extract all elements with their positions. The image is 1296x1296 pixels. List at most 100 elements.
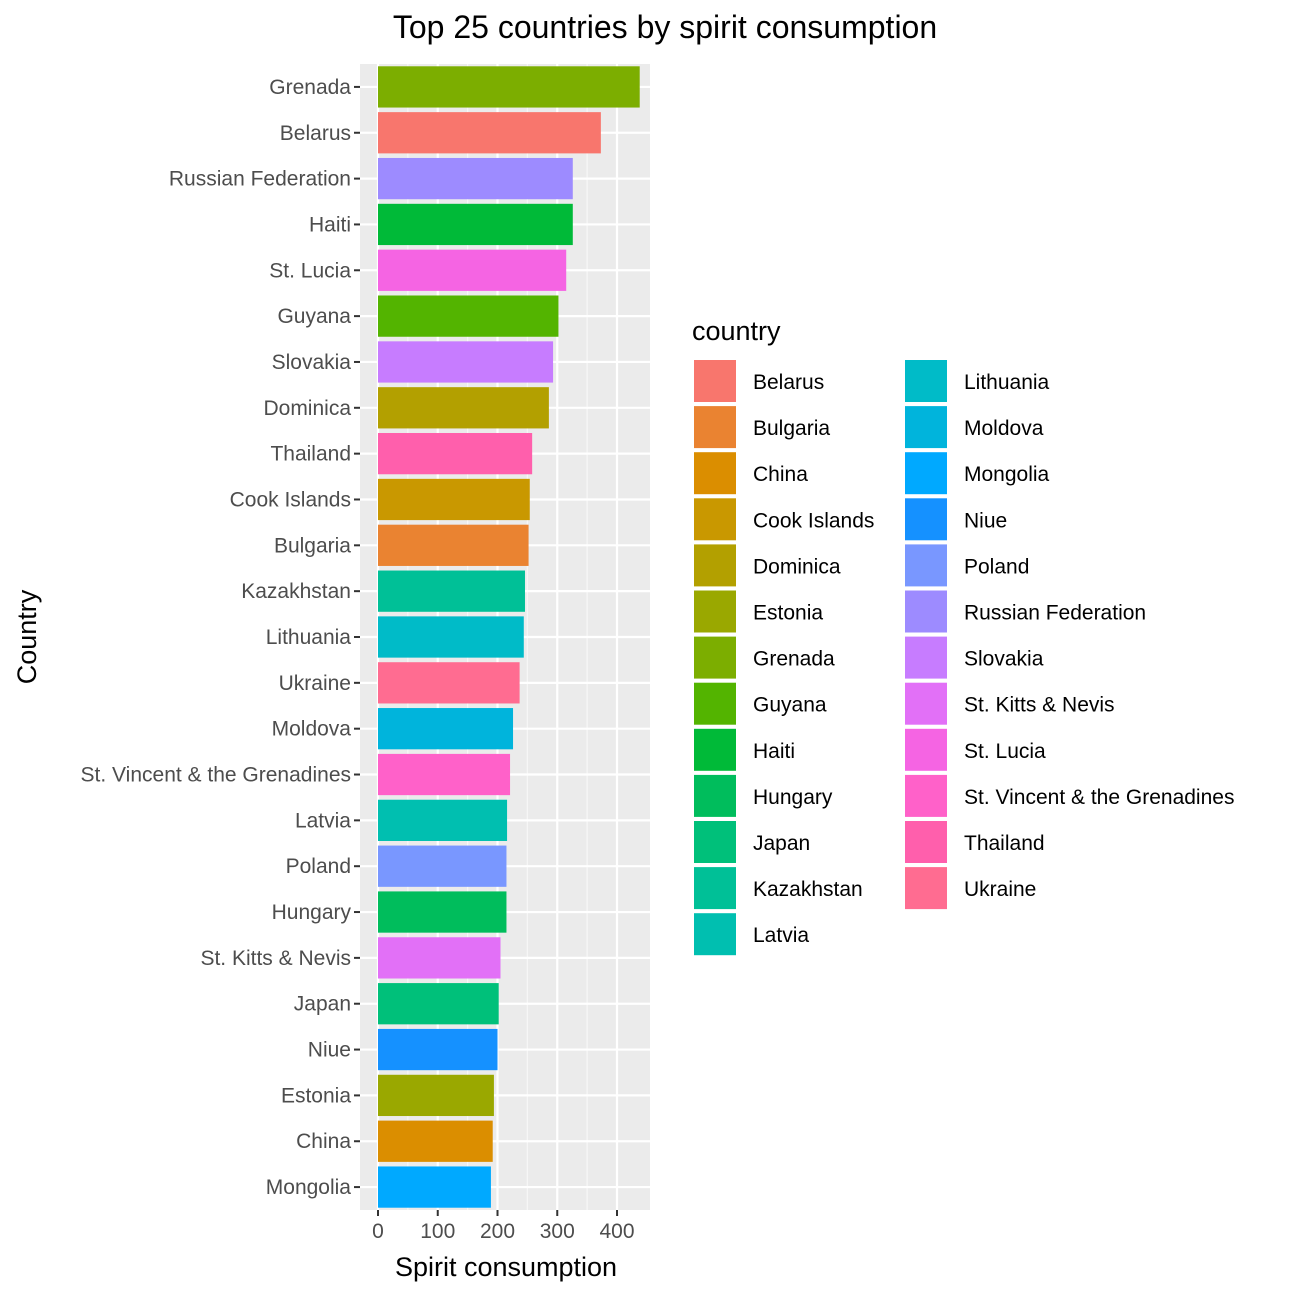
bar bbox=[378, 295, 559, 337]
legend-key bbox=[903, 726, 949, 773]
y-tick-label: Estonia bbox=[281, 1084, 351, 1107]
legend-key bbox=[903, 772, 949, 819]
y-tick-label: Bulgaria bbox=[274, 534, 351, 557]
legend-label: Dominica bbox=[753, 555, 841, 578]
x-tick-label: 200 bbox=[480, 1220, 515, 1243]
legend-label: Poland bbox=[964, 555, 1029, 578]
y-tick-label: Niue bbox=[308, 1039, 351, 1062]
y-tick-label: Russian Federation bbox=[169, 168, 351, 191]
bar bbox=[378, 1166, 491, 1208]
legend-label: Moldova bbox=[964, 417, 1044, 440]
legend-key bbox=[692, 865, 738, 912]
bar bbox=[378, 1120, 493, 1162]
legend-key bbox=[903, 496, 949, 543]
y-tick-label: Grenada bbox=[269, 76, 351, 99]
legend-key bbox=[903, 865, 949, 912]
y-tick-label: Moldova bbox=[272, 718, 352, 741]
bar bbox=[378, 662, 520, 704]
legend-key bbox=[692, 450, 738, 497]
legend-label: St. Kitts & Nevis bbox=[964, 694, 1115, 717]
bar bbox=[378, 937, 501, 979]
y-tick-label: Latvia bbox=[295, 809, 351, 832]
bar bbox=[378, 249, 567, 291]
legend-key bbox=[692, 358, 738, 404]
bar bbox=[378, 845, 507, 887]
y-tick-label: Lithuania bbox=[266, 626, 352, 649]
legend-label: St. Vincent & the Grenadines bbox=[964, 786, 1234, 809]
y-tick-label: Hungary bbox=[272, 901, 352, 924]
chart-title: Top 25 countries by spirit consumption bbox=[393, 9, 937, 45]
legend-label: Ukraine bbox=[964, 878, 1036, 901]
y-tick-label: Poland bbox=[286, 855, 351, 878]
legend-label: Niue bbox=[964, 509, 1007, 532]
legend-key bbox=[692, 634, 738, 681]
legend-label: Kazakhstan bbox=[753, 878, 863, 901]
x-tick-label: 300 bbox=[540, 1220, 575, 1243]
legend-title: country bbox=[692, 316, 781, 346]
y-tick-label: China bbox=[296, 1130, 351, 1153]
y-axis-title: Country bbox=[12, 589, 42, 684]
y-tick-label: Guyana bbox=[277, 305, 351, 328]
y-tick-label: Cook Islands bbox=[230, 488, 351, 511]
bar bbox=[378, 708, 514, 750]
legend-label: Haiti bbox=[753, 740, 795, 763]
legend-label: Mongolia bbox=[964, 463, 1050, 486]
legend-key bbox=[692, 772, 738, 819]
bar bbox=[378, 387, 549, 429]
x-tick-label: 400 bbox=[599, 1220, 634, 1243]
legend-label: St. Lucia bbox=[964, 740, 1046, 763]
y-tick-label: Thailand bbox=[270, 443, 351, 466]
bar bbox=[378, 1028, 498, 1071]
legend-label: Bulgaria bbox=[753, 417, 830, 440]
legend-key bbox=[903, 542, 949, 589]
bar bbox=[378, 433, 533, 475]
bar bbox=[378, 112, 601, 154]
x-tick-label: 0 bbox=[372, 1220, 384, 1243]
legend-key bbox=[903, 404, 949, 451]
legend-key bbox=[692, 496, 738, 543]
y-tick-label: Japan bbox=[294, 993, 351, 1016]
legend-label: Estonia bbox=[753, 602, 823, 625]
y-tick-label: Kazakhstan bbox=[241, 580, 351, 603]
legend-key bbox=[903, 450, 949, 497]
legend-label: Slovakia bbox=[964, 648, 1044, 671]
legend-key bbox=[903, 588, 949, 635]
legend-key bbox=[903, 358, 949, 404]
legend-label: China bbox=[753, 463, 808, 486]
bar bbox=[378, 157, 573, 200]
bar bbox=[378, 341, 554, 383]
legend-label: Latvia bbox=[753, 924, 809, 947]
legend-key bbox=[692, 404, 738, 451]
bar bbox=[378, 616, 524, 658]
bar bbox=[378, 66, 640, 108]
bars bbox=[378, 66, 640, 1208]
legend-label: Belarus bbox=[753, 371, 824, 394]
legend-key bbox=[692, 542, 738, 589]
legend-label: Japan bbox=[753, 832, 810, 855]
y-tick-label: Belarus bbox=[280, 122, 351, 145]
y-axis: Grenada Belarus Russian Federation Haiti St.… bbox=[81, 76, 360, 1199]
x-axis: 0 100 200 300 400 bbox=[372, 1210, 635, 1243]
legend-key bbox=[692, 911, 738, 958]
bar bbox=[378, 524, 529, 566]
y-tick-label: Slovakia bbox=[272, 351, 352, 374]
legend-key bbox=[903, 680, 949, 727]
legend-label: Russian Federation bbox=[964, 602, 1146, 625]
y-tick-label: Dominica bbox=[263, 397, 351, 420]
y-tick-label: Haiti bbox=[309, 213, 351, 236]
legend-key bbox=[903, 634, 949, 681]
legend-key bbox=[903, 819, 949, 865]
y-tick-label: Ukraine bbox=[279, 672, 351, 695]
x-axis-title: Spirit consumption bbox=[395, 1252, 617, 1282]
x-tick-label: 100 bbox=[420, 1220, 455, 1243]
bar bbox=[378, 983, 499, 1025]
bar bbox=[378, 799, 508, 841]
bar bbox=[378, 753, 511, 796]
legend-key bbox=[692, 726, 738, 773]
legend-label: Lithuania bbox=[964, 371, 1050, 394]
legend-label: Grenada bbox=[753, 648, 835, 671]
legend: country Belarus Bulgaria China Cook Islands… bbox=[692, 316, 1234, 958]
legend-key bbox=[692, 819, 738, 865]
legend-key bbox=[692, 588, 738, 635]
